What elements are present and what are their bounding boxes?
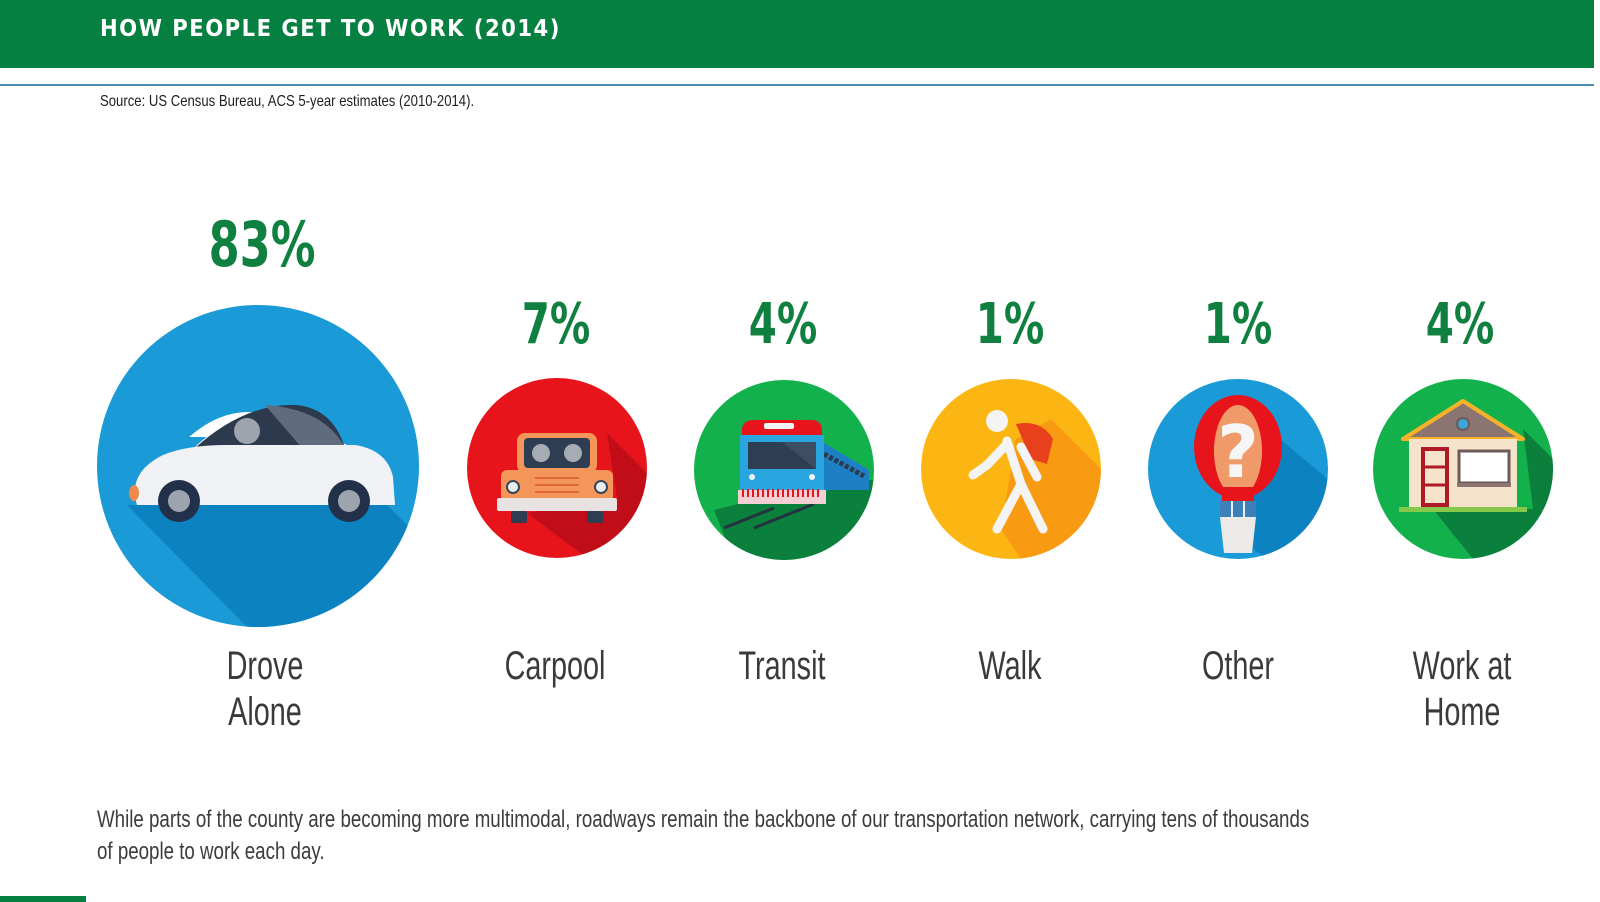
pct-other: 1% (1203, 292, 1273, 357)
label-drove-alone: Drove Alone (226, 644, 304, 734)
label-carpool: Carpool (504, 644, 606, 688)
train-icon (694, 380, 874, 560)
page-title: HOW PEOPLE GET TO WORK (2014) (100, 16, 561, 42)
label-other: Other (1201, 644, 1275, 688)
car-front-icon (467, 378, 647, 558)
divider (0, 84, 1594, 86)
label-work-at-home: Work at Home (1412, 644, 1512, 734)
svg-text:?: ? (1217, 410, 1259, 494)
label-walk: Walk (978, 644, 1042, 688)
label-transit: Transit (738, 644, 826, 688)
pct-transit: 4% (748, 292, 818, 357)
hot-air-balloon-question-icon: ? (1148, 379, 1328, 559)
pct-drove-alone: 83% (208, 208, 316, 281)
footer-accent-bar (0, 896, 86, 902)
walking-person-icon (921, 379, 1101, 559)
house-icon (1373, 379, 1553, 559)
title-banner: HOW PEOPLE GET TO WORK (2014) (0, 0, 1594, 68)
summary-paragraph: While parts of the county are becoming m… (97, 806, 1310, 865)
car-side-icon (97, 305, 419, 627)
pct-carpool: 7% (521, 292, 591, 357)
source-note: Source: US Census Bureau, ACS 5-year est… (100, 93, 475, 110)
pct-walk: 1% (975, 292, 1045, 357)
pct-work-at-home: 4% (1425, 292, 1495, 357)
